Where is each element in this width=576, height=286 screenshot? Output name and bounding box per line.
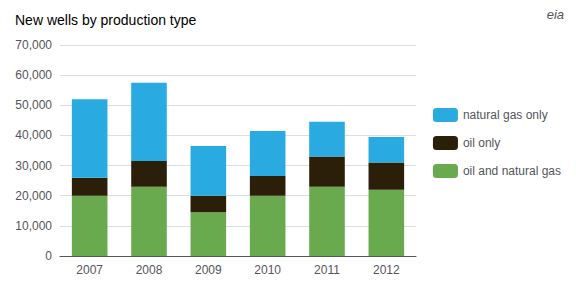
- svg-text:2007: 2007: [76, 263, 103, 277]
- svg-text:60,000: 60,000: [15, 68, 52, 82]
- svg-text:2009: 2009: [195, 263, 222, 277]
- svg-text:2012: 2012: [373, 263, 400, 277]
- svg-text:oil only: oil only: [463, 136, 500, 150]
- svg-text:70,000: 70,000: [15, 38, 52, 52]
- svg-text:New wells by production type: New wells by production type: [15, 12, 197, 28]
- svg-text:30,000: 30,000: [15, 159, 52, 173]
- svg-text:eia: eia: [547, 7, 564, 22]
- svg-text:0: 0: [45, 249, 52, 263]
- svg-text:50,000: 50,000: [15, 98, 52, 112]
- svg-text:10,000: 10,000: [15, 219, 52, 233]
- svg-text:2008: 2008: [136, 263, 163, 277]
- svg-text:natural gas only: natural gas only: [463, 108, 548, 122]
- svg-text:oil and natural gas: oil and natural gas: [463, 164, 561, 178]
- svg-text:2011: 2011: [314, 263, 340, 277]
- svg-text:20,000: 20,000: [15, 189, 52, 203]
- svg-text:40,000: 40,000: [15, 128, 52, 142]
- svg-text:2010: 2010: [254, 263, 281, 277]
